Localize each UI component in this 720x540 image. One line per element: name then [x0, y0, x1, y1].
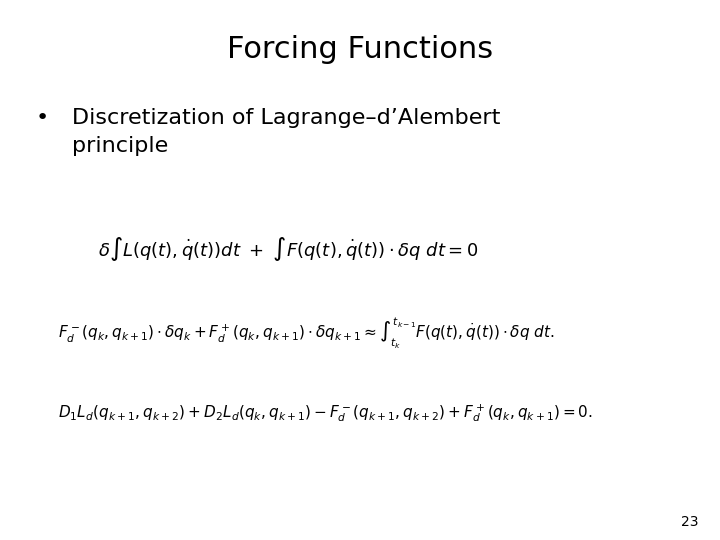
Text: 23: 23	[681, 515, 698, 529]
Text: $\delta \int L(q(t), \dot{q}(t))dt \ + \ \int F(q(t), \dot{q}(t)) \cdot \delta q: $\delta \int L(q(t), \dot{q}(t))dt \ + \…	[98, 235, 478, 263]
Text: Forcing Functions: Forcing Functions	[227, 35, 493, 64]
Text: $D_1 L_d(q_{k+1}, q_{k+2}) + D_2 L_d(q_k, q_{k+1}) - F_d^-(q_{k+1}, q_{k+2}) + F: $D_1 L_d(q_{k+1}, q_{k+2}) + D_2 L_d(q_k…	[58, 402, 593, 424]
Text: Discretization of Lagrange–d’Alembert
principle: Discretization of Lagrange–d’Alembert pr…	[72, 108, 500, 156]
Text: $F_d^-(q_k, q_{k+1}) \cdot \delta q_k + F_d^+(q_k, q_{k+1}) \cdot \delta q_{k+1}: $F_d^-(q_k, q_{k+1}) \cdot \delta q_k + …	[58, 316, 554, 351]
Text: •: •	[36, 108, 49, 128]
